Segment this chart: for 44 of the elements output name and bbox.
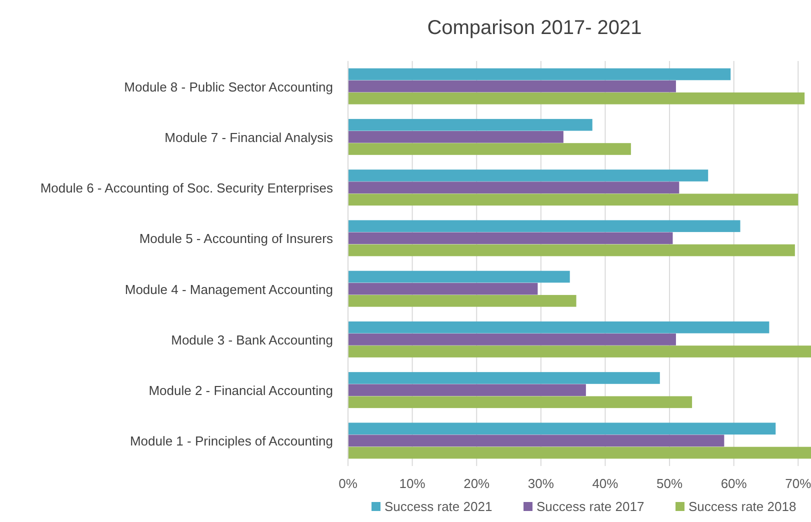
bar <box>348 80 676 92</box>
bar <box>348 92 805 104</box>
y-tick-label: Module 7 - Financial Analysis <box>164 130 334 145</box>
y-tick-label: Module 1 - Principles of Accounting <box>130 434 333 449</box>
legend-label: Success rate 2021 <box>384 499 492 514</box>
bar <box>348 372 660 384</box>
bar <box>348 68 731 80</box>
bar <box>348 282 538 295</box>
bar <box>348 143 631 155</box>
bar <box>348 321 770 334</box>
bar <box>348 182 680 194</box>
legend-label: Success rate 2018 <box>688 499 796 514</box>
bar <box>348 270 570 283</box>
bar <box>348 232 673 244</box>
bar <box>348 334 676 346</box>
y-tick-label: Module 2 - Financial Accounting <box>148 383 333 398</box>
x-tick-label: 70% <box>785 476 811 491</box>
y-tick-label: Module 6 - Accounting of Soc. Security Enterprises <box>40 180 334 196</box>
bar <box>348 434 724 447</box>
x-tick-label: 50% <box>656 476 683 491</box>
bar <box>348 131 564 143</box>
x-tick-label: 0% <box>338 476 358 491</box>
bar <box>348 294 576 307</box>
chart-title: Comparison 2017- 2021 <box>427 17 642 39</box>
y-tick-label: Module 4 - Management Accounting <box>124 282 333 297</box>
bar <box>348 220 740 232</box>
x-tick-label: 60% <box>720 476 748 491</box>
bar <box>348 118 592 131</box>
bar <box>348 384 586 396</box>
y-tick-label: Module 3 - Bank Accounting <box>171 332 333 348</box>
x-tick-label: 40% <box>592 476 619 491</box>
y-tick-label: Module 8 - Public Sector Accounting <box>124 79 333 94</box>
bar <box>348 446 811 459</box>
x-tick-label: 10% <box>399 476 426 491</box>
bar <box>348 244 795 256</box>
x-tick-label: 30% <box>528 476 554 491</box>
x-tick-label: 20% <box>464 476 490 491</box>
bar <box>348 170 708 182</box>
bar <box>348 346 811 358</box>
legend-label: Success rate 2017 <box>536 499 644 514</box>
bar <box>348 396 692 408</box>
y-tick-label: Module 5 - Accounting of Insurers <box>139 231 334 246</box>
bar <box>348 422 776 435</box>
bar <box>348 194 798 206</box>
